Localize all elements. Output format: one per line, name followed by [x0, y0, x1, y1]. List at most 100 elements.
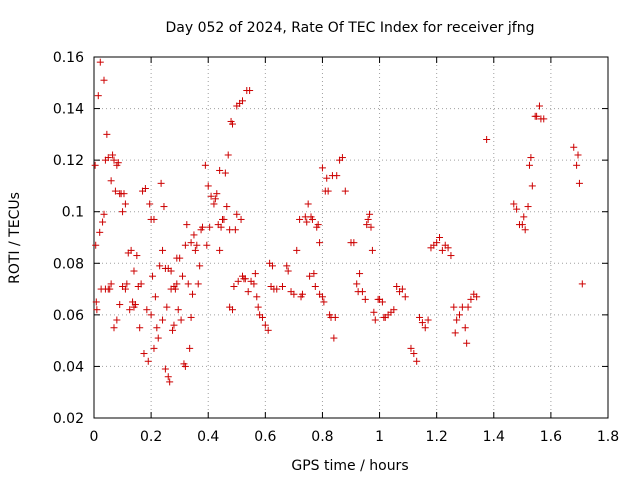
data-point: [393, 282, 401, 290]
points-layer: [91, 58, 586, 386]
data-point: [333, 172, 341, 180]
data-point: [447, 252, 455, 260]
data-point: [453, 316, 461, 324]
y-tick-label: 0.12: [53, 153, 84, 169]
data-point: [520, 213, 528, 221]
data-point: [283, 262, 291, 270]
data-point: [103, 130, 111, 138]
data-point: [246, 87, 254, 95]
data-point: [230, 282, 238, 290]
data-point: [323, 174, 331, 182]
data-point: [341, 187, 349, 195]
data-point: [170, 321, 178, 329]
x-tick-label: 0.8: [311, 429, 333, 445]
data-point: [378, 298, 386, 306]
data-point: [216, 166, 224, 174]
data-point: [113, 316, 121, 324]
data-point: [154, 334, 162, 342]
data-point: [96, 228, 104, 236]
data-point: [100, 76, 108, 84]
data-point: [140, 350, 148, 358]
data-point: [366, 210, 374, 218]
data-point: [570, 143, 578, 151]
data-point: [120, 190, 128, 198]
data-point: [210, 200, 218, 208]
data-point: [181, 362, 189, 370]
data-point: [174, 306, 182, 314]
data-point: [308, 215, 316, 223]
data-point: [221, 169, 229, 177]
data-point: [110, 156, 118, 164]
data-point: [199, 223, 207, 231]
data-point: [528, 182, 536, 190]
data-point: [410, 350, 418, 358]
data-point: [320, 298, 328, 306]
x-tick-label: 0.6: [254, 429, 276, 445]
data-point: [196, 262, 204, 270]
data-point: [228, 120, 236, 128]
data-point: [96, 58, 104, 66]
x-axis-label: GPS time / hours: [291, 458, 408, 474]
y-tick-label: 0.04: [53, 359, 84, 375]
data-point: [540, 115, 548, 123]
data-point: [438, 246, 446, 254]
data-point: [99, 218, 107, 226]
data-point: [163, 303, 171, 311]
data-point: [206, 223, 214, 231]
data-point: [284, 267, 292, 275]
data-point: [176, 254, 184, 262]
data-point: [418, 319, 426, 327]
data-point: [233, 210, 241, 218]
data-point: [533, 112, 541, 120]
data-point: [93, 306, 101, 314]
data-point: [184, 280, 192, 288]
data-point: [224, 151, 232, 159]
x-tick-label: 0.2: [140, 429, 162, 445]
data-point: [304, 200, 312, 208]
data-point: [318, 164, 326, 172]
data-point: [157, 179, 165, 187]
x-tick-label: 0: [90, 429, 99, 445]
data-point: [150, 344, 158, 352]
data-point: [156, 262, 164, 270]
data-point: [190, 231, 198, 239]
data-point: [467, 295, 475, 303]
data-point: [261, 321, 269, 329]
y-tick-label: 0.08: [53, 256, 84, 272]
data-point: [433, 239, 441, 247]
y-tick-label: 0.02: [53, 411, 84, 427]
data-point: [456, 311, 464, 319]
data-point: [330, 334, 338, 342]
data-point: [159, 246, 167, 254]
y-axis-label: ROTI / TECUs: [7, 192, 23, 284]
data-point: [92, 241, 100, 249]
data-point: [166, 378, 174, 386]
data-point: [510, 200, 518, 208]
data-point: [91, 161, 99, 169]
data-point: [424, 316, 432, 324]
data-point: [244, 288, 252, 296]
data-point: [171, 285, 179, 293]
data-point: [179, 272, 187, 280]
data-point: [147, 311, 155, 319]
data-point: [211, 195, 219, 203]
data-point: [183, 221, 191, 229]
data-point: [144, 357, 152, 365]
data-point: [518, 221, 526, 229]
data-point: [311, 282, 319, 290]
data-point: [268, 262, 276, 270]
y-tick-label: 0.14: [53, 102, 84, 118]
data-point: [107, 280, 115, 288]
data-point: [303, 218, 311, 226]
data-point: [364, 215, 372, 223]
data-point: [114, 159, 122, 167]
data-point: [104, 154, 112, 162]
data-point: [110, 324, 118, 332]
data-point: [191, 246, 199, 254]
data-point: [407, 344, 415, 352]
data-point: [106, 285, 114, 293]
data-point: [241, 275, 249, 283]
data-point: [278, 282, 286, 290]
data-point: [189, 290, 197, 298]
data-point: [237, 215, 245, 223]
